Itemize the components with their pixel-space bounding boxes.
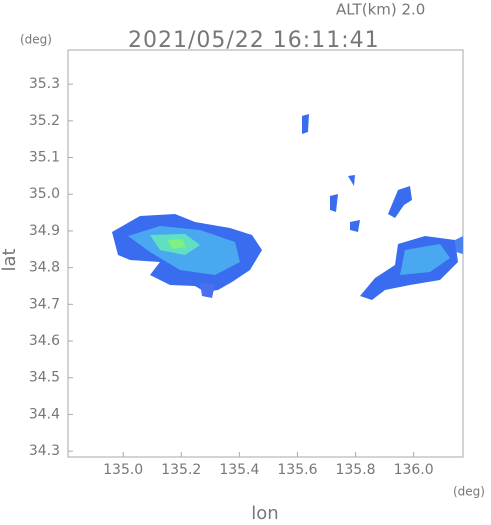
x-unit: (deg) — [453, 485, 485, 499]
chart-title: 2021/05/22 16:11:41 — [128, 28, 380, 53]
y-tick-label: 34.5 — [29, 370, 60, 386]
y-tick-label: 34.3 — [29, 443, 60, 459]
x-tick-label: 136.0 — [394, 462, 434, 478]
x-tick-label: 135.0 — [103, 462, 143, 478]
echo-field — [112, 114, 463, 300]
x-axis-label: lon — [251, 503, 278, 521]
y-tick-label: 35.1 — [29, 150, 60, 166]
y-tick-label: 34.6 — [29, 333, 60, 349]
y-tick-label: 34.8 — [29, 260, 60, 276]
x-tick-label: 135.2 — [161, 462, 201, 478]
x-tick-label: 135.4 — [219, 462, 259, 478]
y-axis-label: lat — [0, 248, 20, 271]
y-tick-label: 34.9 — [29, 223, 60, 239]
y-tick-label: 35.2 — [29, 113, 60, 129]
y-unit: (deg) — [20, 33, 52, 47]
y-tick-label: 35.0 — [29, 186, 60, 202]
y-tick-label: 34.4 — [29, 406, 60, 422]
altitude: ALT(km) 2.0 — [336, 1, 425, 19]
y-tick-label: 35.3 — [29, 76, 60, 92]
x-tick-label: 135.6 — [277, 462, 317, 478]
y-tick-label: 34.7 — [29, 296, 60, 312]
x-tick-label: 135.8 — [335, 462, 375, 478]
